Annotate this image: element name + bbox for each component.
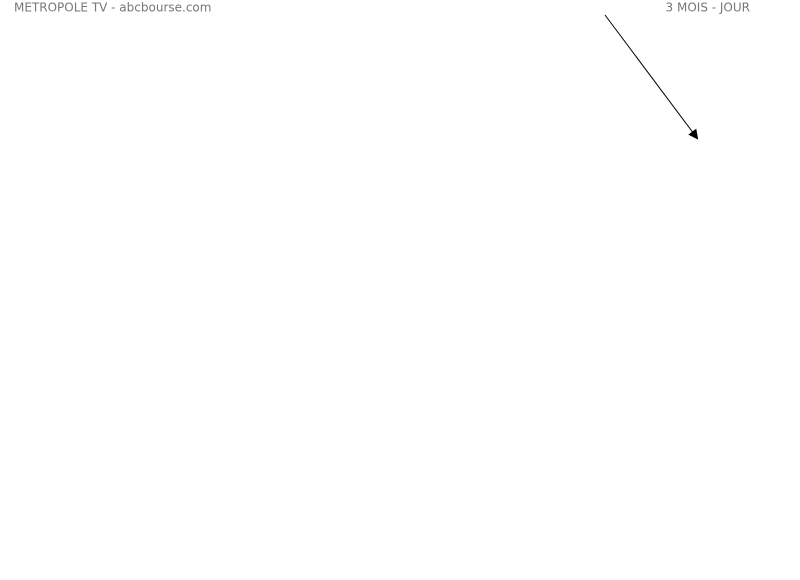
chart-subtitle: 3 MOIS - JOUR [666, 1, 750, 15]
arrow [604, 14, 699, 140]
chart-title: METROPOLE TV - abcbourse.com [14, 1, 211, 15]
